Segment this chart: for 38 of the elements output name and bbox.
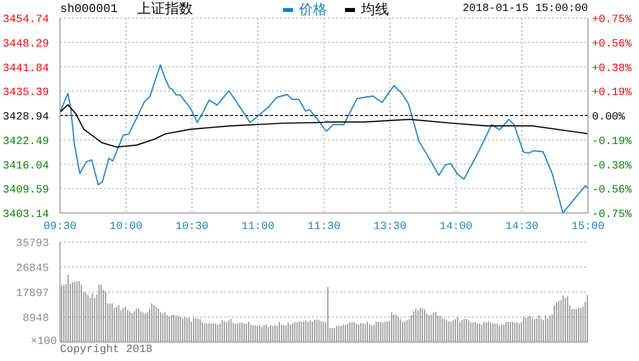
y-tick-label: 26845: [16, 263, 49, 275]
x-tick-label: 10:30: [175, 220, 209, 233]
y-tick-label: 3435.39: [2, 87, 49, 100]
y-tick-label: 8948: [22, 313, 49, 325]
y-tick-label: 3448.29: [2, 38, 49, 50]
x-tick-label: 14:00: [439, 220, 473, 233]
text: 2018-01-15 15:00:00: [462, 3, 588, 15]
x-tick-label: 13:30: [373, 220, 407, 233]
y-axis-title: ×100: [30, 335, 57, 349]
x-tick-label: 10:00: [109, 220, 143, 233]
text: Copyright 2018: [60, 344, 152, 356]
y-tick-label: 3454.74: [2, 14, 50, 26]
y-tick-label: 3403.14: [2, 209, 50, 221]
y2-tick-label: +0.38%: [592, 62, 632, 75]
y2-tick-label: -0.56%: [592, 184, 632, 197]
legend-label: 价格: [298, 1, 327, 19]
y2-tick-label: -0.19%: [592, 136, 632, 148]
y-tick-label: 35793: [16, 238, 49, 250]
chart-title: 上证指数: [137, 0, 193, 18]
x-tick-label: 09:30: [43, 220, 77, 233]
y-tick-label: 3409.59: [2, 184, 49, 197]
x-tick-label: 11:00: [241, 220, 275, 233]
y2-tick-label: +0.75%: [592, 14, 632, 26]
x-tick-label: 11:30: [307, 220, 341, 233]
y-tick-label: 3441.84: [2, 62, 50, 75]
y-tick-label: 3416.04: [2, 160, 50, 172]
y-tick-label: 3422.49: [2, 136, 49, 148]
y-tick-label: 17897: [16, 288, 49, 300]
y2-tick-label: 0.00%: [592, 112, 626, 124]
y2-tick-label: -0.75%: [592, 209, 632, 221]
y-tick-label: 3428.94: [2, 112, 50, 124]
y2-tick-label: +0.19%: [592, 87, 632, 100]
y2-tick-label: -0.38%: [592, 160, 632, 172]
x-tick-label: 14:30: [505, 220, 539, 233]
chart-subtitle: sh000001: [60, 2, 118, 16]
legend-label: 均线: [360, 1, 389, 19]
y2-tick-label: +0.56%: [592, 38, 632, 50]
x-tick-label: 15:00: [571, 220, 605, 233]
